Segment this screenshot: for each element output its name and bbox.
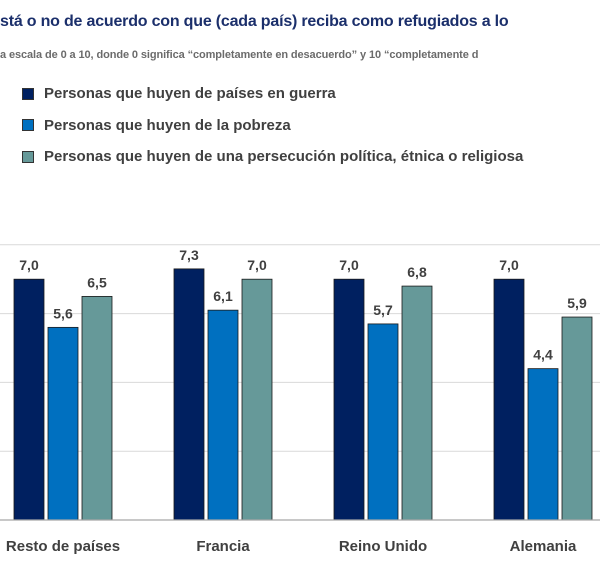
- data-label: 6,1: [213, 288, 233, 304]
- data-label: 6,5: [87, 274, 107, 290]
- legend-label: Personas que huyen de la pobreza: [44, 116, 291, 134]
- chart-subtitle: a escala de 0 a 10, donde 0 significa “c…: [0, 49, 479, 61]
- bar: [367, 323, 399, 521]
- bar: [47, 326, 79, 521]
- legend-swatch: [22, 87, 34, 100]
- data-label: 7,0: [339, 257, 359, 273]
- data-label: 7,3: [179, 247, 199, 263]
- legend-swatch: [22, 119, 34, 132]
- category-label: Francia: [196, 538, 250, 555]
- data-label: 7,0: [247, 257, 267, 273]
- data-label: 5,7: [373, 302, 393, 318]
- data-label: 5,9: [567, 295, 587, 311]
- data-label: 5,6: [53, 305, 73, 321]
- category-label: Resto de países: [6, 538, 120, 555]
- legend-item-poverty: Personas que huyen de la pobreza: [22, 110, 592, 142]
- legend: Personas que huyen de países en guerra P…: [22, 78, 592, 173]
- legend-item-war: Personas que huyen de países en guerra: [22, 78, 592, 110]
- data-label: 4,4: [533, 347, 553, 363]
- bar: [561, 316, 593, 521]
- category-label: Reino Unido: [339, 538, 427, 555]
- data-label: 7,0: [499, 257, 519, 273]
- legend-label: Personas que huyen de países en guerra: [44, 85, 336, 103]
- bar: [13, 278, 45, 521]
- bar: [401, 285, 433, 521]
- bar: [173, 268, 205, 521]
- bar: [493, 278, 525, 521]
- data-label: 7,0: [19, 257, 39, 273]
- bar: [81, 295, 113, 521]
- bar: [333, 278, 365, 521]
- legend-label: Personas que huyen de una persecución po…: [44, 148, 524, 166]
- category-label: Alemania: [510, 538, 577, 555]
- data-label: 6,8: [407, 264, 427, 280]
- bar: [241, 278, 273, 521]
- chart-title: stá o no de acuerdo con que (cada país) …: [0, 13, 509, 30]
- bar: [527, 368, 559, 521]
- legend-swatch: [22, 150, 34, 163]
- bar: [207, 309, 239, 521]
- legend-item-persecution: Personas que huyen de una persecución po…: [22, 141, 592, 173]
